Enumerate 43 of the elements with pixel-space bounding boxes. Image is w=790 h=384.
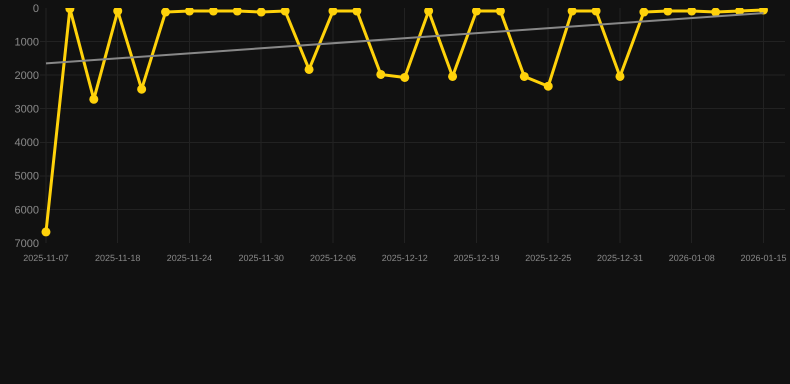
x-tick-label: 2025-12-12 bbox=[382, 252, 428, 263]
y-tick-label: 2000 bbox=[14, 70, 39, 82]
point bbox=[663, 8, 672, 16]
y-tick-label: 7000 bbox=[14, 238, 39, 250]
point bbox=[544, 82, 553, 91]
point bbox=[304, 64, 314, 74]
y-tick-label: 1000 bbox=[14, 36, 39, 48]
point bbox=[520, 72, 529, 81]
point bbox=[113, 8, 122, 16]
point bbox=[639, 8, 648, 17]
x-tick-label: 2025-11-07 bbox=[23, 252, 69, 263]
point bbox=[208, 8, 218, 16]
point bbox=[256, 8, 266, 17]
point bbox=[161, 8, 170, 17]
y-tick-label: 0 bbox=[32, 2, 39, 15]
point bbox=[687, 8, 696, 16]
x-tick-label: 2026-01-15 bbox=[740, 252, 787, 263]
y-tick-label: 4000 bbox=[14, 137, 39, 150]
point bbox=[376, 70, 386, 79]
x-tick-label: 2025-11-18 bbox=[95, 252, 140, 263]
point bbox=[592, 8, 601, 16]
x-tick-label: 2025-11-30 bbox=[238, 252, 284, 263]
x-tick-label: 2025-12-25 bbox=[525, 252, 572, 263]
point bbox=[352, 8, 362, 16]
point bbox=[400, 72, 410, 82]
x-tick-label: 2025-12-31 bbox=[596, 252, 644, 263]
point bbox=[89, 94, 98, 104]
point bbox=[280, 8, 290, 16]
point bbox=[568, 8, 577, 16]
y-tick-label: 6000 bbox=[14, 204, 39, 216]
x-tick-label: 2026-01-08 bbox=[668, 252, 715, 263]
point bbox=[328, 8, 338, 16]
point bbox=[137, 84, 146, 94]
x-tick-label: 2025-11-24 bbox=[166, 252, 212, 263]
point bbox=[472, 8, 481, 16]
x-tick-label: 2025-12-06 bbox=[310, 252, 356, 263]
y-tick-label: 5000 bbox=[14, 170, 39, 183]
y-tick-label: 3000 bbox=[14, 104, 39, 116]
x-tick-label: 2025-12-19 bbox=[453, 252, 500, 263]
point bbox=[711, 8, 720, 17]
point bbox=[496, 8, 505, 16]
point bbox=[232, 8, 242, 16]
point bbox=[184, 8, 194, 16]
